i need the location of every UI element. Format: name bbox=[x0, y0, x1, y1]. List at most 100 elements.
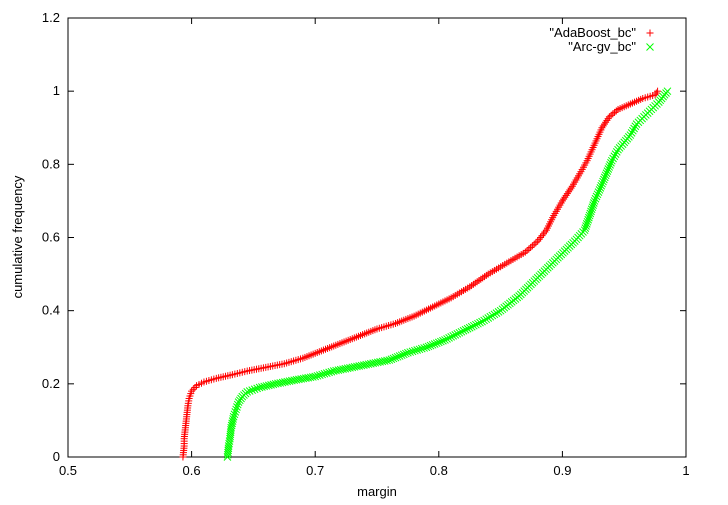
data-point bbox=[598, 179, 606, 188]
data-point bbox=[406, 348, 415, 356]
data-point bbox=[353, 362, 361, 371]
data-point bbox=[437, 337, 445, 346]
data-point bbox=[627, 129, 636, 137]
data-point bbox=[227, 421, 236, 430]
data-point bbox=[264, 381, 273, 390]
data-point bbox=[558, 197, 566, 205]
data-point bbox=[587, 207, 595, 216]
data-point bbox=[434, 338, 443, 347]
data-point bbox=[297, 375, 306, 383]
data-point bbox=[606, 161, 614, 169]
data-point bbox=[320, 369, 329, 378]
data-point bbox=[227, 423, 236, 432]
data-point bbox=[278, 378, 287, 387]
data-point bbox=[453, 329, 462, 338]
data-point bbox=[232, 405, 240, 414]
data-point bbox=[631, 122, 640, 131]
data-point bbox=[304, 373, 313, 382]
data-point bbox=[652, 89, 660, 97]
data-point bbox=[593, 190, 602, 199]
data-point bbox=[369, 359, 377, 368]
data-point bbox=[426, 341, 435, 350]
data-point bbox=[602, 118, 610, 126]
data-point bbox=[592, 192, 601, 201]
data-point bbox=[325, 368, 333, 377]
data-point bbox=[467, 322, 476, 331]
legend-marker bbox=[646, 29, 654, 37]
series-1 bbox=[223, 87, 672, 461]
data-point bbox=[530, 240, 538, 248]
data-point bbox=[243, 388, 252, 396]
data-point bbox=[607, 158, 615, 167]
data-point bbox=[449, 332, 458, 340]
data-point bbox=[463, 324, 472, 333]
data-point bbox=[302, 374, 310, 382]
data-point bbox=[360, 361, 368, 369]
data-point bbox=[276, 379, 285, 387]
data-point bbox=[332, 366, 340, 375]
data-point bbox=[603, 116, 611, 124]
legend-label: "AdaBoost_bc" bbox=[549, 25, 636, 40]
data-point bbox=[590, 197, 599, 205]
data-point bbox=[611, 150, 620, 158]
data-point bbox=[469, 321, 478, 330]
data-point bbox=[373, 358, 382, 367]
data-point bbox=[599, 122, 607, 130]
data-point bbox=[482, 315, 491, 324]
data-point bbox=[532, 239, 540, 247]
data-point bbox=[397, 351, 406, 360]
data-point bbox=[494, 308, 503, 316]
data-point bbox=[492, 309, 501, 317]
data-point bbox=[486, 312, 495, 321]
data-point bbox=[250, 385, 259, 394]
data-point bbox=[451, 330, 460, 339]
data-point bbox=[595, 186, 604, 194]
data-point bbox=[594, 188, 603, 196]
data-point bbox=[391, 353, 400, 362]
data-point bbox=[285, 377, 294, 385]
data-point bbox=[385, 356, 394, 364]
data-point bbox=[472, 320, 480, 329]
data-point bbox=[589, 201, 597, 209]
data-point bbox=[341, 364, 350, 373]
x-tick-label: 0.7 bbox=[306, 463, 324, 478]
data-point bbox=[393, 352, 402, 361]
data-point bbox=[229, 412, 238, 421]
data-point bbox=[430, 340, 439, 348]
data-point bbox=[313, 371, 322, 380]
data-point bbox=[248, 386, 257, 394]
data-point bbox=[380, 357, 389, 365]
data-point bbox=[315, 371, 324, 379]
data-point bbox=[260, 382, 269, 391]
data-point bbox=[389, 354, 398, 363]
data-point bbox=[395, 352, 404, 360]
data-point bbox=[521, 248, 529, 256]
data-point bbox=[582, 222, 590, 230]
data-point bbox=[362, 360, 371, 369]
data-point bbox=[612, 148, 621, 156]
data-point bbox=[610, 152, 619, 161]
data-point bbox=[417, 344, 426, 353]
data-point bbox=[599, 177, 607, 186]
data-point bbox=[306, 373, 315, 382]
data-point bbox=[611, 108, 619, 116]
data-point bbox=[527, 243, 535, 251]
data-point bbox=[408, 347, 417, 356]
data-point bbox=[432, 339, 441, 348]
data-point bbox=[376, 358, 384, 366]
data-point bbox=[281, 378, 289, 386]
data-point bbox=[591, 194, 600, 203]
x-tick-label: 0.6 bbox=[183, 463, 201, 478]
data-point bbox=[288, 376, 296, 385]
data-point bbox=[355, 362, 364, 370]
data-point bbox=[410, 346, 419, 355]
data-point bbox=[561, 193, 569, 201]
data-point bbox=[322, 369, 331, 377]
data-point bbox=[654, 87, 662, 95]
x-tick-label: 0.9 bbox=[553, 463, 571, 478]
data-point bbox=[364, 360, 373, 369]
data-point bbox=[233, 400, 242, 409]
data-point bbox=[567, 184, 575, 192]
data-point bbox=[290, 376, 299, 385]
data-point bbox=[600, 120, 608, 128]
